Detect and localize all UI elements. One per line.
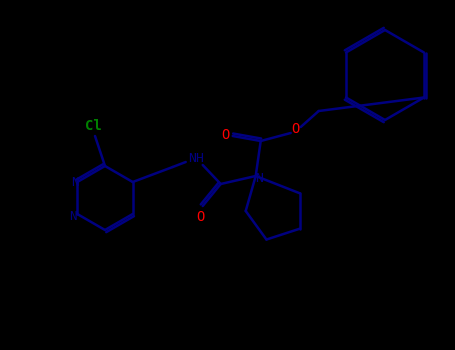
Text: Cl: Cl xyxy=(85,119,101,133)
Text: O: O xyxy=(292,122,300,136)
Text: O: O xyxy=(197,210,205,224)
Text: N: N xyxy=(70,210,77,223)
Text: N: N xyxy=(71,175,79,189)
Text: O: O xyxy=(222,128,230,142)
Text: N: N xyxy=(255,172,263,184)
Text: NH: NH xyxy=(188,153,204,166)
